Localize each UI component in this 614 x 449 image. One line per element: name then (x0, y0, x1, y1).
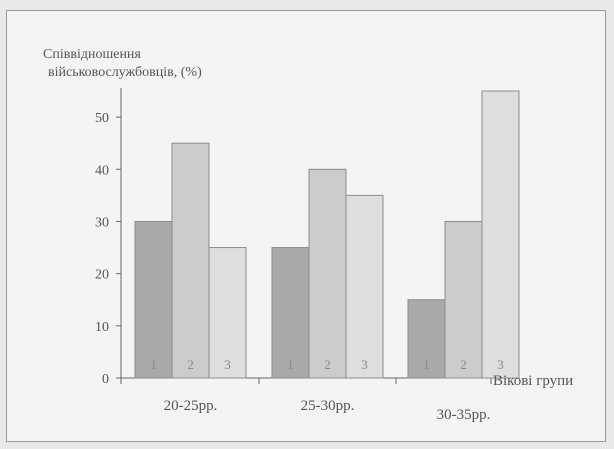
y-tick-label: 10 (95, 320, 109, 335)
y-tick-label: 50 (95, 111, 109, 126)
bar-series-label: 3 (224, 357, 231, 372)
bar-20-25рр.-series-1 (134, 220, 173, 379)
category-label: 30-35рр. (437, 407, 491, 423)
y-axis-label-line-2: військовослужбовців, (%) (48, 65, 202, 80)
bar-25-30рр.-series-3 (345, 194, 384, 379)
bar-series-label: 1 (287, 357, 294, 372)
bar-series-label: 1 (423, 357, 430, 372)
bar-series-label: 3 (497, 357, 504, 372)
bar-30-35рр.-series-2 (444, 220, 483, 379)
bar-25-30рр.-series-1 (271, 247, 310, 379)
category-label: 20-25рр. (164, 398, 218, 414)
bar-series-label: 2 (460, 357, 467, 372)
y-tick-label: 20 (95, 268, 109, 283)
y-tick-label: 30 (95, 215, 109, 230)
y-axis-label-line-1: Співвідношення (43, 47, 141, 62)
category-label: 25-30рр. (301, 398, 355, 414)
bar-series-label: 2 (187, 357, 194, 372)
bar-series-label: 3 (361, 357, 368, 372)
x-axis-label: Вікові групи (493, 373, 573, 389)
bar-series-label: 2 (324, 357, 331, 372)
y-tick-label: 0 (102, 372, 109, 387)
bar-30-35рр.-series-3 (481, 90, 520, 379)
bar-20-25рр.-series-3 (208, 247, 247, 379)
y-axis: 0 10 20 30 40 50 (95, 88, 122, 387)
bar-20-25рр.-series-2 (171, 142, 210, 379)
bars: 1 2 3 1 2 3 1 2 3 (134, 90, 520, 379)
bar-25-30рр.-series-2 (308, 168, 347, 379)
x-axis (120, 377, 492, 384)
y-tick-label: 40 (95, 163, 109, 178)
category-labels: 20-25рр. 25-30рр. 30-35рр. (164, 398, 491, 423)
bar-series-label: 1 (150, 357, 157, 372)
bar-30-35рр.-series-1 (407, 299, 446, 379)
